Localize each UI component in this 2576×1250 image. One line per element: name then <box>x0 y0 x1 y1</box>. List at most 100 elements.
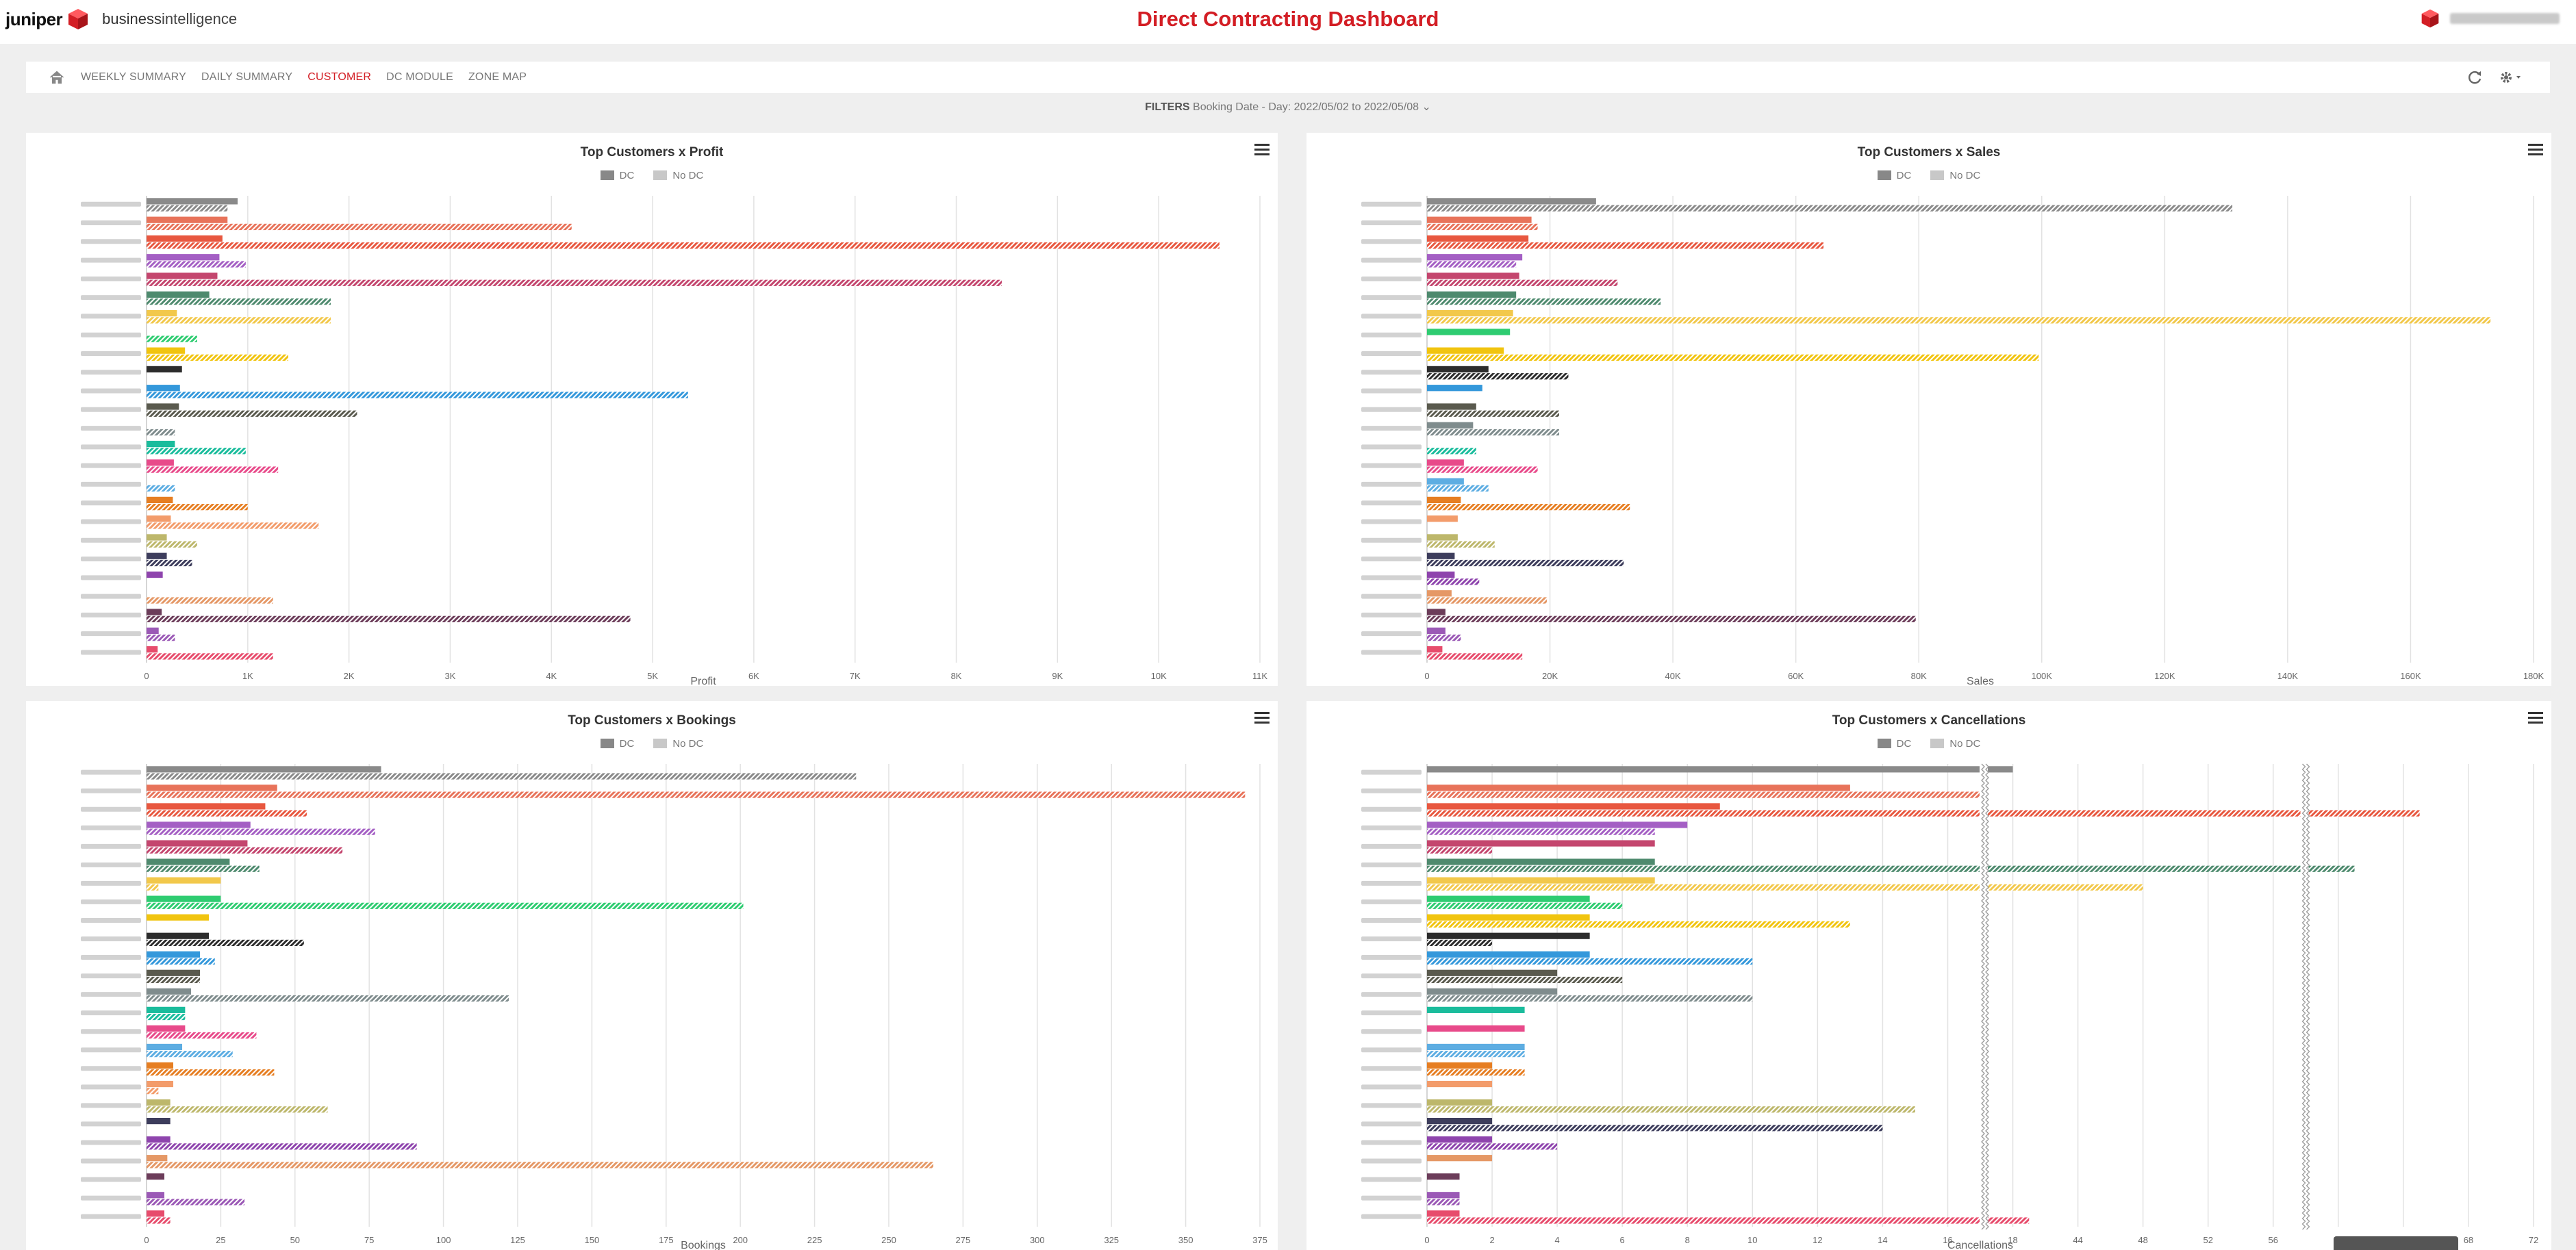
refresh-icon[interactable] <box>2466 69 2483 86</box>
bar-dc[interactable] <box>147 552 167 559</box>
bar-dc[interactable] <box>1427 478 1464 485</box>
bar-no-dc[interactable] <box>147 541 197 548</box>
bar-dc[interactable] <box>1427 1210 1460 1217</box>
bar-no-dc[interactable] <box>1427 1051 1525 1058</box>
bar-dc[interactable] <box>1427 932 1590 939</box>
bar-no-dc[interactable] <box>1427 653 1523 660</box>
chart-legend[interactable]: DC No DC <box>26 170 1278 181</box>
bar-dc[interactable] <box>1427 821 1688 828</box>
bar-no-dc[interactable] <box>147 317 331 324</box>
chart-legend[interactable]: DC No DC <box>1306 170 2551 181</box>
bar-dc[interactable] <box>1427 309 1513 317</box>
bar-dc[interactable] <box>1427 534 1458 541</box>
bar-no-dc[interactable] <box>1427 791 1980 798</box>
bar-dc[interactable] <box>147 895 221 902</box>
bar-no-dc[interactable] <box>147 429 175 436</box>
tab-daily-summary[interactable]: DAILY SUMMARY <box>201 71 293 83</box>
bar-dc[interactable] <box>147 932 210 939</box>
bar-dc[interactable] <box>147 877 221 884</box>
bar-no-dc[interactable] <box>1427 634 1461 641</box>
bar-dc[interactable] <box>147 440 175 448</box>
bar-dc[interactable] <box>1427 515 1458 522</box>
bar-no-dc[interactable] <box>147 958 215 965</box>
bar-dc[interactable] <box>1427 627 1445 634</box>
bar-no-dc[interactable] <box>147 615 631 622</box>
bar-no-dc[interactable] <box>147 828 375 835</box>
chart-menu-icon[interactable] <box>2528 144 2543 156</box>
bar-dc[interactable] <box>1427 877 1655 884</box>
bar-no-dc[interactable] <box>1427 261 1517 268</box>
bar-dc[interactable] <box>1427 347 1504 354</box>
bar-no-dc[interactable] <box>147 1088 159 1095</box>
bar-dc[interactable] <box>1427 951 1590 958</box>
bar-dc[interactable] <box>1427 858 1655 865</box>
bar-dc[interactable] <box>1427 496 1461 504</box>
chart-legend[interactable]: DC No DC <box>1306 738 2551 750</box>
bar-no-dc[interactable] <box>147 354 288 361</box>
bar-no-dc[interactable] <box>147 1162 934 1169</box>
bar-no-dc[interactable] <box>1427 921 1850 928</box>
bar-dc[interactable] <box>147 1136 171 1143</box>
bar-no-dc[interactable] <box>1427 354 2039 361</box>
bar-no-dc[interactable] <box>1427 373 1569 380</box>
bar-dc[interactable] <box>147 459 174 466</box>
bar-no-dc[interactable] <box>147 223 572 231</box>
bar-dc[interactable] <box>147 646 158 653</box>
bar-no-dc[interactable] <box>147 902 744 909</box>
bar-no-dc[interactable] <box>1427 828 1655 835</box>
bar-dc[interactable] <box>147 385 180 392</box>
bar-dc[interactable] <box>1427 216 1532 223</box>
bar-dc[interactable] <box>147 272 218 279</box>
bar-no-dc[interactable] <box>147 448 246 455</box>
bar-no-dc[interactable] <box>147 485 175 492</box>
bar-no-dc[interactable] <box>1427 541 1495 548</box>
bar-dc[interactable] <box>1427 1173 1460 1180</box>
bar-no-dc[interactable] <box>147 597 273 604</box>
legend-nodc[interactable]: No DC <box>653 170 703 181</box>
tab-zone-map[interactable]: ZONE MAP <box>468 71 527 83</box>
bar-no-dc[interactable] <box>1427 448 1476 455</box>
bar-dc[interactable] <box>147 1099 171 1106</box>
bar-dc[interactable] <box>1427 590 1452 597</box>
bar-dc[interactable] <box>1427 1192 1460 1199</box>
bar-dc[interactable] <box>1427 785 1850 791</box>
bar-dc[interactable] <box>147 1080 174 1088</box>
bar-dc[interactable] <box>147 766 381 773</box>
bar-dc[interactable] <box>1427 914 1590 921</box>
bar-no-dc[interactable] <box>1427 279 1618 286</box>
bar-dc[interactable] <box>1427 1099 1493 1106</box>
bar-dc[interactable] <box>1427 459 1464 466</box>
gear-icon[interactable] <box>2498 69 2523 86</box>
bar-dc[interactable] <box>147 254 220 261</box>
bar-dc[interactable] <box>147 216 228 223</box>
bar-no-dc[interactable] <box>147 653 273 660</box>
bar-dc[interactable] <box>147 609 162 615</box>
tab-weekly-summary[interactable]: WEEKLY SUMMARY <box>81 71 186 83</box>
bar-dc[interactable] <box>1427 235 1529 242</box>
bar-dc[interactable] <box>147 1118 171 1125</box>
bar-no-dc[interactable] <box>1427 615 1916 622</box>
bar-no-dc[interactable] <box>147 205 228 212</box>
bar-no-dc[interactable] <box>1427 205 2233 212</box>
bar-no-dc[interactable] <box>1427 1143 1558 1150</box>
bar-dc[interactable] <box>147 1006 186 1013</box>
legend-nodc[interactable]: No DC <box>1930 738 1980 750</box>
juniper-logo[interactable]: juniper businessintelligence <box>5 5 237 33</box>
bar-no-dc[interactable] <box>1427 317 2491 324</box>
bar-no-dc[interactable] <box>1427 410 1560 417</box>
bar-dc[interactable] <box>1427 1136 1493 1143</box>
bar-no-dc[interactable] <box>147 261 246 268</box>
bar-dc[interactable] <box>147 1155 168 1162</box>
bar-dc[interactable] <box>147 858 230 865</box>
bar-no-dc[interactable] <box>1427 578 1480 585</box>
bar-no-dc[interactable] <box>147 298 331 305</box>
bar-no-dc[interactable] <box>147 1069 275 1076</box>
legend-dc[interactable]: DC <box>600 738 634 750</box>
bar-dc[interactable] <box>1427 766 2013 773</box>
bar-dc[interactable] <box>1427 840 1655 847</box>
bar-no-dc[interactable] <box>1427 865 2355 872</box>
filters-bar[interactable]: FILTERS Booking Date - Day: 2022/05/02 t… <box>0 100 2576 114</box>
bar-no-dc[interactable] <box>1427 1106 1915 1113</box>
bar-dc[interactable] <box>147 821 251 828</box>
bar-no-dc[interactable] <box>1427 298 1661 305</box>
